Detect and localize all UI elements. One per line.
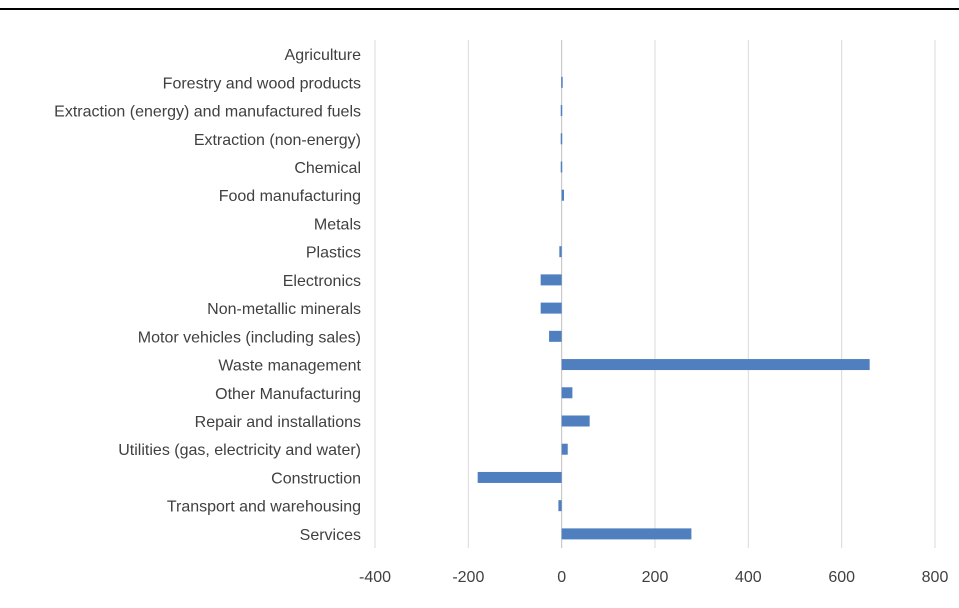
category-label: Extraction (non-energy) [194, 132, 361, 149]
category-label: Motor vehicles (including sales) [138, 329, 361, 346]
bar [549, 330, 562, 342]
bar [477, 471, 562, 483]
category-label: Services [300, 527, 361, 544]
bar [561, 415, 590, 427]
bar [561, 189, 564, 201]
category-label: Repair and installations [195, 414, 361, 431]
category-label: Construction [271, 470, 361, 487]
bar [561, 443, 568, 455]
category-label: Electronics [283, 273, 361, 290]
bar [561, 76, 563, 88]
bars [477, 76, 870, 540]
category-label: Metals [314, 216, 361, 233]
category-label: Agriculture [285, 47, 362, 64]
bar [540, 274, 562, 286]
x-tick-label: -200 [452, 569, 484, 586]
gridlines [374, 40, 936, 548]
top-border-line [0, 8, 959, 10]
x-tick-label: -400 [359, 569, 391, 586]
x-tick-label: 800 [922, 569, 949, 586]
x-tick-label: 0 [557, 569, 566, 586]
bar [560, 133, 563, 145]
bar [561, 528, 692, 540]
category-label: Forestry and wood products [163, 75, 361, 92]
category-label: Extraction (energy) and manufactured fue… [54, 104, 361, 121]
category-labels: Agriculture Forestry and wood products Ext… [54, 47, 361, 544]
bar [558, 500, 562, 512]
x-tick-label: 200 [642, 569, 669, 586]
x-tick-label: 400 [735, 569, 762, 586]
bar [540, 302, 562, 314]
category-label: Waste management [218, 358, 361, 375]
bar [560, 105, 563, 117]
category-label: Transport and warehousing [167, 499, 361, 516]
category-label: Food manufacturing [219, 188, 361, 205]
category-label: Utilities (gas, electricity and water) [118, 442, 361, 459]
category-label: Plastics [306, 245, 361, 262]
bar [559, 246, 562, 258]
bar [561, 359, 870, 371]
category-label: Non-metallic minerals [207, 301, 361, 318]
x-tick-label: 600 [828, 569, 855, 586]
x-tick-labels: -400 -200 0 200 400 600 800 [359, 569, 948, 586]
category-label: Chemical [294, 160, 361, 177]
category-label: Other Manufacturing [215, 386, 361, 403]
bar [560, 161, 563, 173]
bar [561, 387, 573, 399]
